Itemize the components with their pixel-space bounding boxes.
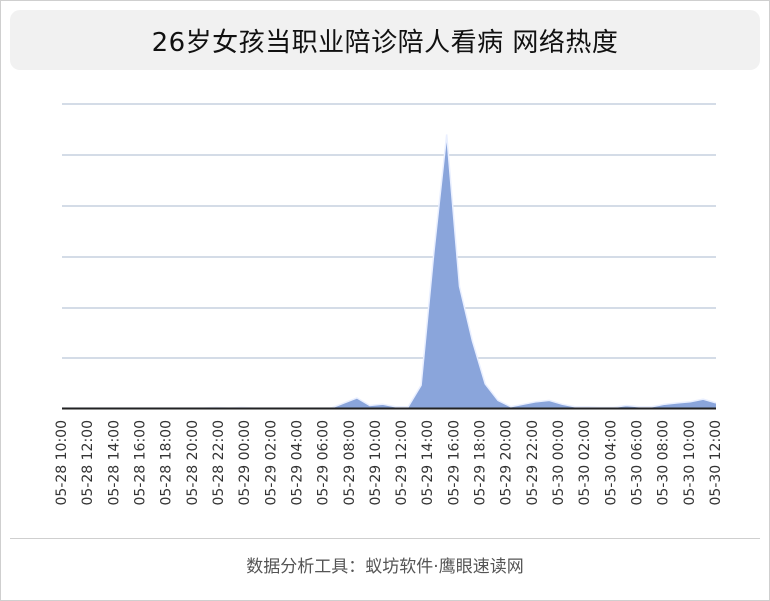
x-tick-label: 05-30 04:00 [603, 420, 619, 505]
x-tick-label: 05-30 06:00 [630, 420, 646, 505]
x-tick-label: 05-30 12:00 [708, 420, 724, 505]
chart-title: 26岁女孩当职业陪诊陪人看病 网络热度 [151, 27, 619, 58]
x-tick-label: 05-30 02:00 [577, 420, 593, 505]
x-tick-label: 05-30 00:00 [551, 420, 567, 505]
x-tick-label: 05-29 10:00 [368, 420, 384, 505]
x-tick-label: 05-28 12:00 [80, 420, 96, 505]
x-tick-label: 05-30 10:00 [682, 420, 698, 505]
x-tick-labels: 05-28 10:00 05-28 12:00 05-28 14:00 05-28 1… [54, 420, 724, 505]
x-tick-label: 05-28 22:00 [211, 420, 227, 505]
x-tick-label: 05-29 00:00 [237, 420, 253, 505]
x-tick-label: 05-29 02:00 [263, 420, 279, 505]
x-tick-label: 05-28 18:00 [159, 420, 175, 505]
x-tick-label: 05-28 10:00 [54, 420, 70, 505]
title-bar: 26岁女孩当职业陪诊陪人看病 网络热度 [10, 10, 760, 70]
x-tick-label: 05-28 16:00 [132, 420, 148, 505]
area-chart: 05-28 10:00 05-28 12:00 05-28 14:00 05-28 1… [54, 103, 724, 505]
area-series [62, 134, 717, 409]
x-tick-label: 05-30 08:00 [656, 420, 672, 505]
area-fill [62, 134, 716, 408]
x-tick-label: 05-29 08:00 [342, 420, 358, 505]
x-tick-label: 05-29 06:00 [316, 420, 332, 505]
footer-credit: 数据分析工具：蚁坊软件·鹰眼速读网 [246, 557, 524, 577]
x-tick-label: 05-29 16:00 [446, 420, 462, 505]
x-tick-label: 05-29 12:00 [394, 420, 410, 505]
x-tick-label: 05-29 14:00 [420, 420, 436, 505]
x-tick-label: 05-29 20:00 [499, 420, 515, 505]
series-line [62, 134, 717, 409]
footer-divider [10, 538, 760, 539]
x-tick-label: 05-29 22:00 [525, 420, 541, 505]
x-tick-label: 05-29 18:00 [473, 420, 489, 505]
x-tick-label: 05-28 14:00 [106, 420, 122, 505]
x-tick-label: 05-29 04:00 [289, 420, 305, 505]
x-tick-label: 05-28 20:00 [185, 420, 201, 505]
grid-lines [62, 103, 716, 359]
